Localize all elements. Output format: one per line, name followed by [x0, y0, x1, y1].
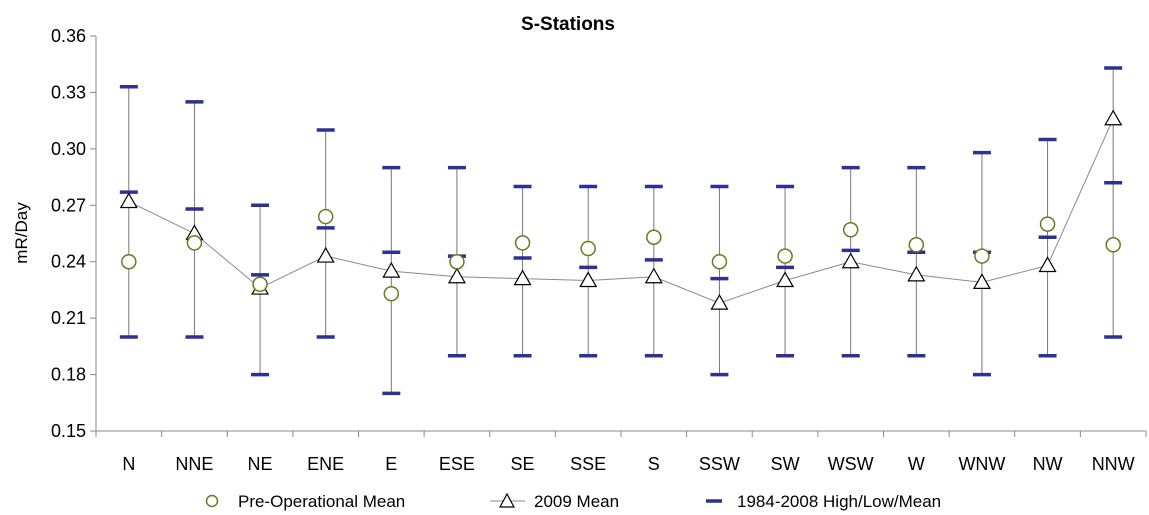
triangle-point	[119, 192, 138, 209]
circle-point	[777, 248, 793, 264]
legend-label-pre-operational: Pre-Operational Mean	[238, 492, 405, 511]
triangle-point	[776, 271, 795, 288]
chart-title: S-Stations	[521, 14, 615, 35]
y-tick-label: 0.30	[51, 139, 86, 159]
x-tick-label: NW	[1033, 454, 1063, 474]
y-axis-label: mR/Day	[12, 202, 31, 264]
circle-point	[383, 285, 400, 302]
x-tick-label: N	[122, 454, 135, 474]
legend-circle-marker	[205, 494, 219, 508]
plot-axes	[90, 35, 1147, 437]
circle-point	[186, 235, 203, 251]
series-2009-mean	[119, 109, 1123, 310]
y-tick-label: 0.15	[51, 421, 86, 441]
triangle-point	[447, 267, 466, 284]
triangle-point	[513, 269, 532, 286]
circle-point	[121, 253, 137, 270]
triangle-point	[1038, 256, 1057, 273]
triangle-point	[1104, 109, 1123, 126]
x-tick-label: E	[385, 454, 397, 474]
triangle-point	[382, 261, 401, 278]
legend-label-high-low: 1984-2008 High/Low/Mean	[737, 492, 941, 511]
legend: Pre-Operational Mean 2009 Mean 1984-2008 H…	[205, 492, 941, 511]
x-tick-label: NE	[248, 454, 273, 474]
circle-point	[252, 276, 268, 293]
x-tick-label: W	[908, 454, 925, 474]
triangle-point	[972, 273, 991, 290]
high-low-error-bars	[119, 66, 1123, 396]
circle-point	[711, 253, 728, 270]
circle-point	[317, 208, 334, 225]
circle-point	[449, 253, 465, 270]
x-tick-label: SSE	[570, 454, 606, 474]
legend-label-2009: 2009 Mean	[534, 492, 619, 511]
y-tick-label: 0.33	[51, 82, 86, 102]
triangle-point	[579, 271, 598, 288]
y-tick-label: 0.21	[51, 308, 86, 328]
x-tick-label: WSW	[828, 454, 874, 474]
circle-point	[908, 237, 925, 253]
triangle-point	[644, 267, 663, 284]
x-tick-label: ENE	[307, 454, 344, 474]
y-tick-label: 0.27	[51, 195, 86, 215]
x-tick-label: NNE	[175, 454, 213, 474]
triangle-point	[316, 246, 335, 263]
triangle-point	[710, 293, 729, 310]
triangle-point	[907, 265, 926, 282]
x-tick-label: S	[648, 454, 660, 474]
triangle-point	[841, 252, 860, 269]
x-tick-labels: N NNE NE ENE E ESE SE SSE S SSW SW WSW W WNW NW NNW	[122, 454, 1134, 474]
y-tick-label: 0.18	[51, 365, 86, 385]
y-tick-label: 0.24	[51, 252, 86, 272]
circle-point	[1105, 237, 1121, 253]
circle-point	[842, 221, 859, 238]
x-tick-label: ESE	[439, 454, 475, 474]
x-tick-label: SE	[511, 454, 535, 474]
x-tick-label: WNW	[958, 454, 1005, 474]
x-tick-label: SW	[771, 454, 800, 474]
y-tick-labels: 0.36 0.33 0.30 0.27 0.24 0.21 0.18 0.15	[51, 26, 86, 441]
circle-point	[974, 248, 990, 264]
series-2009-line	[128, 118, 1114, 304]
legend-triangle-marker	[498, 492, 516, 508]
x-tick-label: SSW	[699, 454, 740, 474]
circle-point	[646, 229, 662, 246]
circle-point	[580, 240, 596, 257]
y-tick-label: 0.36	[51, 26, 86, 46]
circle-point	[1039, 216, 1056, 232]
circle-point	[514, 235, 531, 251]
series-pre-operational-mean	[121, 208, 1121, 302]
x-tick-label: NNW	[1092, 454, 1135, 474]
